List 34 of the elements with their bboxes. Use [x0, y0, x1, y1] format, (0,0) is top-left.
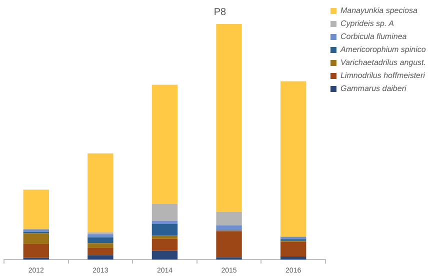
bar	[23, 190, 50, 230]
bar	[216, 212, 242, 226]
bar	[280, 81, 306, 237]
bar	[88, 248, 114, 256]
bar	[280, 256, 306, 260]
bar	[216, 231, 242, 258]
bar	[280, 236, 306, 240]
legend-label: Corbicula fluminea	[340, 32, 408, 42]
bar	[88, 153, 114, 232]
bar	[216, 24, 242, 212]
legend-label: Americorophium spinico	[339, 45, 426, 54]
legend-label: Gammarus daiberi	[340, 84, 406, 94]
bar	[152, 224, 178, 236]
bar	[152, 236, 178, 239]
bar	[152, 220, 178, 224]
bar	[88, 255, 114, 260]
legend-label: Varichaetadrilus angust.	[340, 58, 426, 68]
bar	[152, 250, 178, 260]
bar	[88, 234, 114, 238]
bar	[216, 225, 242, 230]
bar	[152, 238, 178, 251]
bar	[216, 257, 242, 260]
bar	[152, 204, 178, 221]
legend-label: Limnodrilus hoffmeisteri	[340, 71, 426, 80]
legend-label: Manayunkia speciosa	[340, 6, 418, 16]
bar	[23, 233, 50, 244]
chart-title: P8	[214, 6, 227, 18]
legend-label: Cyprideis sp. A	[340, 19, 394, 28]
bar	[152, 84, 178, 204]
bar	[280, 242, 306, 257]
bar	[88, 243, 114, 248]
bar	[23, 229, 50, 232]
bar	[88, 237, 114, 244]
bar	[23, 244, 50, 258]
